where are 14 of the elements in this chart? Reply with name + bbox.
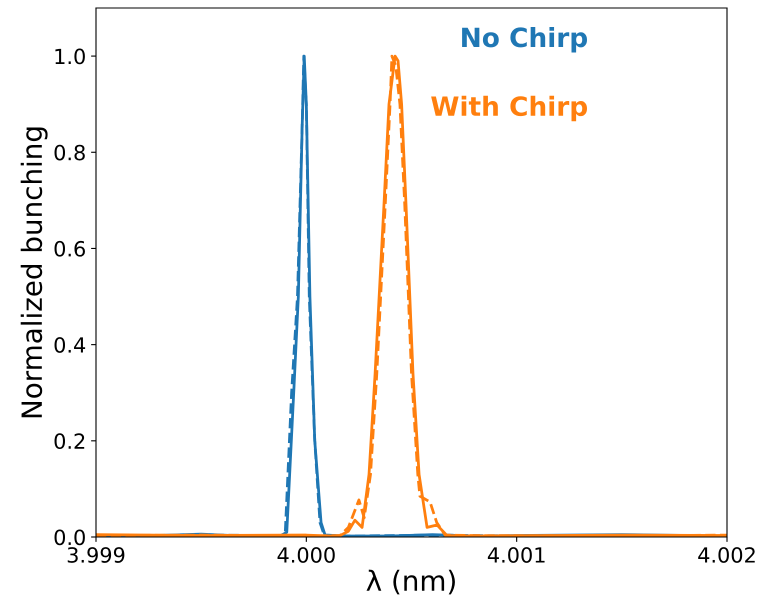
text: No Chirp: [462, 26, 587, 53]
y-tick-label: 0.6: [54, 240, 85, 257]
x-tick-label: 4.000: [278, 547, 335, 563]
y-tick-label: 0.8: [54, 144, 85, 160]
x-axis-title: λ (nm): [366, 570, 455, 594]
x-tick-label: 4.002: [698, 547, 755, 563]
y-tick-label: 0.0: [54, 529, 85, 546]
y-tick-label: 0.2: [54, 433, 84, 450]
y-axis-title: Normalized bunching: [20, 128, 48, 418]
x-tick-label: 3.999: [68, 547, 124, 563]
x-tick-label: 4.001: [488, 547, 545, 563]
y-tick-label: 1.0: [55, 48, 85, 64]
series-label: With Chirp: [431, 96, 587, 122]
y-tick-label: 0.4: [54, 337, 86, 353]
